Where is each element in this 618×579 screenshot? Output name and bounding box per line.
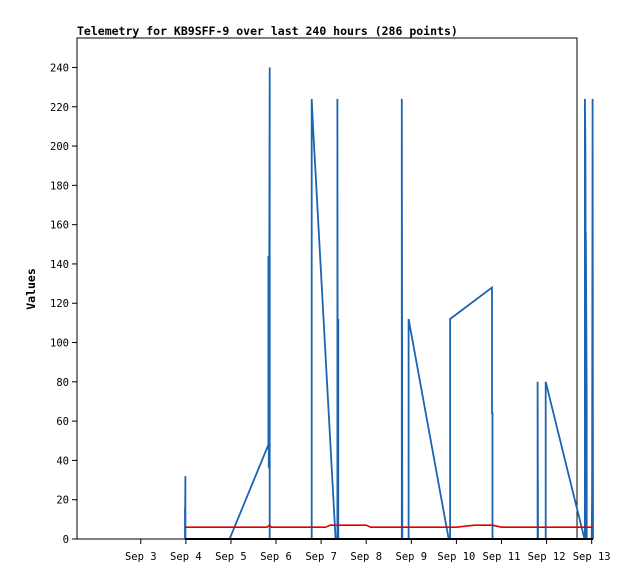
series-line-1 [184,67,594,540]
y-axis-label: Values [24,268,38,310]
y-tick-label: 0 [63,534,69,546]
y-tick-label: 80 [56,377,69,389]
x-tick-label: Sep 10 [437,551,475,563]
y-tick-label: 120 [50,298,69,310]
y-tick-label: 100 [50,338,69,350]
x-axis: Sep 3 Sep 4 Sep 5 Sep 6 Sep 7 Sep 8 Sep 9 Sep 1… [125,539,618,563]
y-tick-label: 220 [50,102,69,114]
x-tick-label: Sep 6 [260,551,292,563]
plot-area [76,37,578,540]
y-tick-label: 200 [50,141,69,153]
y-tick-label: 180 [50,180,69,192]
x-tick-label: Sep 3 [125,551,157,563]
x-tick-label: Sep 11 [483,551,521,563]
chart-title: Telemetry for KB9SFF-9 over last 240 hou… [77,24,458,38]
y-tick-label: 60 [56,416,69,428]
x-tick-label: Sep 8 [350,551,382,563]
x-tick-label: Sep 5 [215,551,247,563]
y-tick-label: 140 [50,259,69,271]
series-line-2 [185,524,593,529]
x-tick-label: Sep 13 [573,551,611,563]
y-tick-label: 160 [50,220,69,232]
y-tick-label: 240 [50,62,69,74]
x-tick-label: Sep 7 [305,551,337,563]
y-axis: 0 20 40 60 80 100 120 140 160 180 200 220 240 [50,62,77,546]
x-tick-label: Sep 12 [528,551,566,563]
x-tick-label: Sep 9 [396,551,428,563]
y-tick-label: 20 [56,495,69,507]
series-group [184,67,594,540]
x-tick-label: Sep 4 [170,551,202,563]
y-tick-label: 40 [56,455,69,467]
